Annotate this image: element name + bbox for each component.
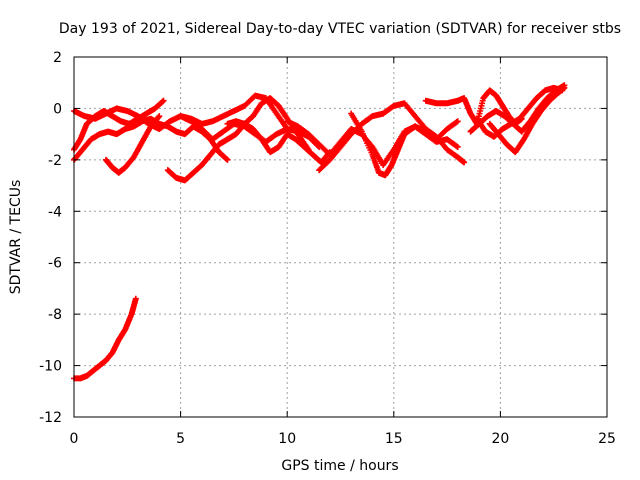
x-tick-label: 15 xyxy=(385,431,403,447)
data-point-markers xyxy=(348,110,461,179)
data-point-markers xyxy=(224,118,333,166)
y-tick-label: -4 xyxy=(48,204,62,220)
x-axis-label: GPS time / hours xyxy=(281,458,398,474)
y-tick-label: -12 xyxy=(39,410,62,426)
series-track-j xyxy=(348,110,461,179)
series-track-m xyxy=(486,84,568,156)
data-point-markers xyxy=(486,84,568,156)
x-tick-label: 20 xyxy=(491,431,509,447)
series-track-n xyxy=(467,82,568,135)
y-tick-label: -6 xyxy=(48,256,62,272)
y-axis-label: SDTVAR / TECUs xyxy=(8,180,24,295)
y-tick-label: 0 xyxy=(53,101,62,117)
x-tick-label: 10 xyxy=(278,431,296,447)
plot-frame xyxy=(73,56,608,418)
data-point-markers xyxy=(467,82,568,135)
chart-title: Day 193 of 2021, Sidereal Day-to-day VTE… xyxy=(59,21,621,37)
y-tick-label: 2 xyxy=(53,50,62,66)
data-series xyxy=(71,82,568,382)
x-tick-label: 0 xyxy=(70,431,79,447)
y-tick-label: -8 xyxy=(48,307,62,323)
y-tick-label: -10 xyxy=(39,359,62,375)
series-track-g xyxy=(224,118,333,166)
series-track-d xyxy=(102,113,163,176)
x-tick-label: 5 xyxy=(176,431,185,447)
axis-ticks: 0 5 10 15 20 25 -12 -10 -8 -6 -4 -2 0 2 xyxy=(39,50,616,447)
data-point-markers xyxy=(102,113,163,176)
y-tick-label: -2 xyxy=(48,153,62,169)
x-tick-label: 25 xyxy=(598,431,616,447)
